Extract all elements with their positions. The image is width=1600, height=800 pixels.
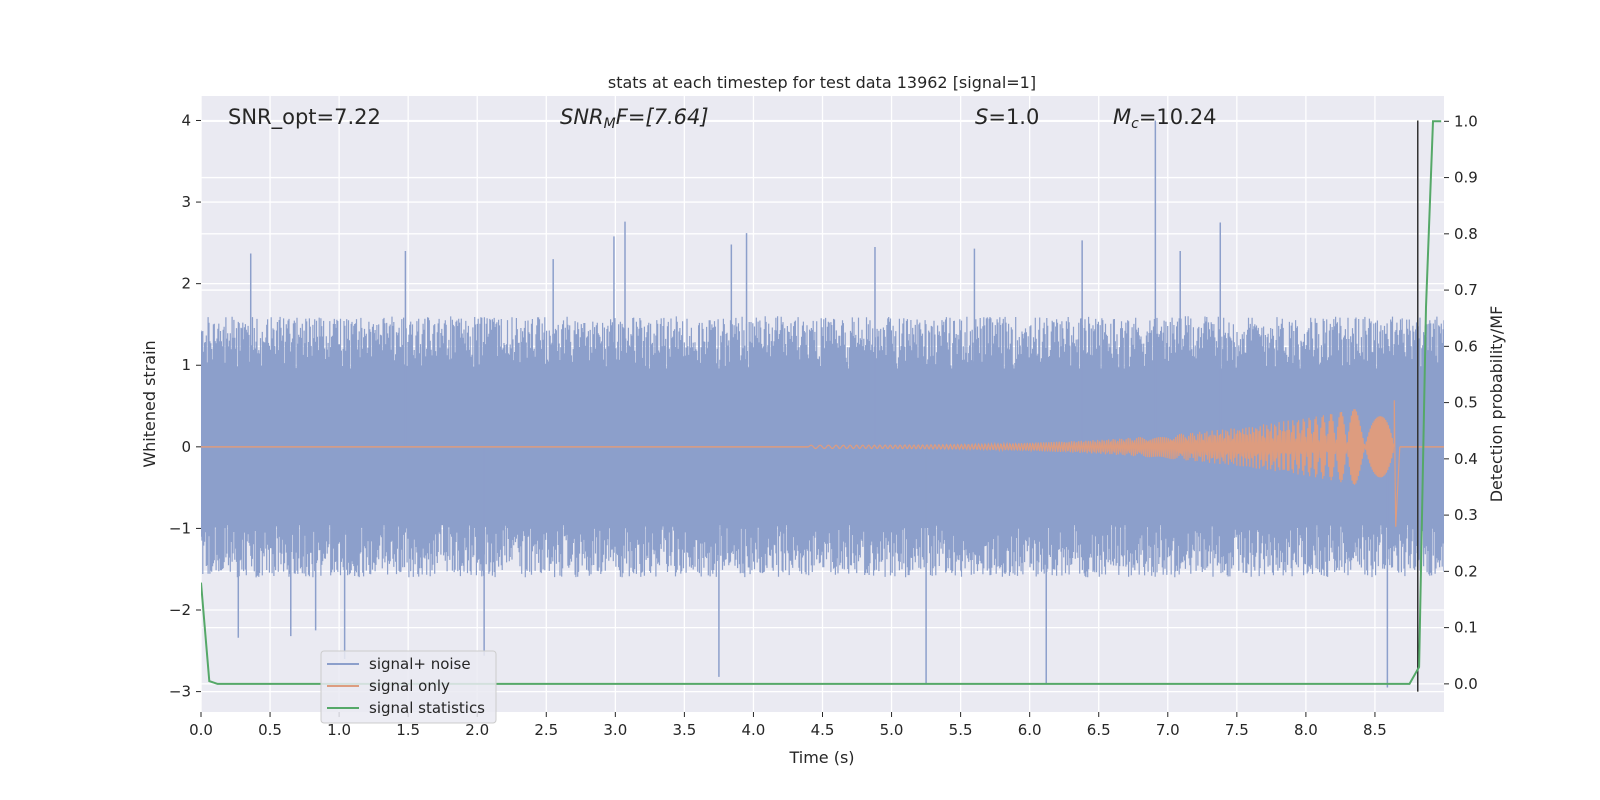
snr-mf-rest-f: F=[7.64]	[616, 105, 709, 129]
annotation-s: S=1.0	[975, 105, 1039, 129]
y-right-tick-label: 0.2	[1454, 562, 1478, 580]
s-value: =1.0	[988, 105, 1039, 129]
y-axis-left: −3 −2 −1 0 1 2 3 4	[169, 111, 201, 701]
x-tick-label: 2.0	[465, 721, 489, 739]
y-tick-label: −3	[169, 683, 191, 701]
mc-sub: c	[1131, 116, 1139, 132]
y-right-tick-label: 0.6	[1454, 337, 1478, 355]
x-tick-label: 3.5	[672, 721, 696, 739]
y-axis-right-title: Detection probability/MF	[1487, 306, 1506, 503]
y-axis-title: Whitened strain	[140, 340, 159, 467]
x-tick-label: 0.5	[258, 721, 282, 739]
y-tick-label: 0	[181, 438, 191, 456]
y-right-tick-label: 0.1	[1454, 619, 1478, 637]
x-tick-label: 8.0	[1294, 721, 1318, 739]
x-tick-label: 6.0	[1018, 721, 1042, 739]
snr-mf-sub: M	[604, 116, 616, 132]
x-tick-label: 5.5	[949, 721, 973, 739]
legend: signal+ noise signal only signal statist…	[320, 650, 497, 724]
legend-label-signal-only: signal only	[369, 677, 450, 695]
y-tick-label: −1	[169, 519, 191, 537]
snr-mf-base: SNR	[560, 105, 604, 129]
x-tick-label: 2.5	[534, 721, 558, 739]
x-tick-label: 4.0	[742, 721, 766, 739]
y-tick-label: 2	[181, 275, 191, 293]
annotation-snr-opt: SNR_opt=7.22	[228, 105, 381, 130]
legend-label-signal-statistics: signal statistics	[369, 699, 485, 717]
series-signal-statistics	[201, 120, 1442, 685]
y-right-tick-label: 0.0	[1454, 675, 1478, 693]
x-tick-label: 5.0	[880, 721, 904, 739]
x-tick-label: 7.5	[1225, 721, 1249, 739]
x-tick-label: 1.0	[327, 721, 351, 739]
y-right-tick-label: 0.5	[1454, 394, 1478, 412]
x-tick-label: 1.5	[396, 721, 420, 739]
mc-value: =10.24	[1139, 105, 1217, 129]
y-right-tick-label: 0.7	[1454, 281, 1478, 299]
x-tick-label: 4.5	[811, 721, 835, 739]
y-right-tick-label: 1.0	[1454, 112, 1478, 130]
x-tick-label: 6.5	[1087, 721, 1111, 739]
series-signal-only	[808, 400, 1401, 527]
annotation-mc: Mc=10.24	[1113, 105, 1217, 132]
y-right-tick-label: 0.3	[1454, 506, 1478, 524]
x-tick-label: 8.5	[1363, 721, 1387, 739]
x-tick-label: 3.0	[603, 721, 627, 739]
x-tick-label: 0.0	[189, 721, 213, 739]
annotation-snr-mf: SNRMF=[7.64]	[560, 105, 709, 132]
y-right-tick-label: 0.9	[1454, 169, 1478, 187]
y-right-tick-label: 0.4	[1454, 450, 1478, 468]
s-label: S	[975, 105, 988, 129]
legend-label-signal-noise: signal+ noise	[369, 655, 471, 673]
chart-title: stats at each timestep for test data 139…	[608, 73, 1036, 92]
x-axis: 0.0 0.5 1.0 1.5 2.0 2.5 3.0 3.5 4.0 4.5 5.0 5.5 6.0 6…	[189, 712, 1387, 739]
y-tick-label: −2	[169, 601, 191, 619]
y-tick-label: 1	[181, 356, 191, 374]
y-axis-right: 0.0 0.1 0.2 0.3 0.4 0.5 0.6 0.7 0.8 0.9 1.0	[1444, 112, 1478, 693]
legend-box	[320, 650, 497, 724]
x-tick-label: 7.0	[1156, 721, 1180, 739]
mc-base: M	[1113, 105, 1131, 129]
y-tick-label: 4	[181, 111, 191, 129]
y-right-tick-label: 0.8	[1454, 225, 1478, 243]
y-tick-label: 3	[181, 193, 191, 211]
x-axis-title: Time (s)	[788, 748, 854, 767]
series-layer	[201, 120, 1444, 692]
